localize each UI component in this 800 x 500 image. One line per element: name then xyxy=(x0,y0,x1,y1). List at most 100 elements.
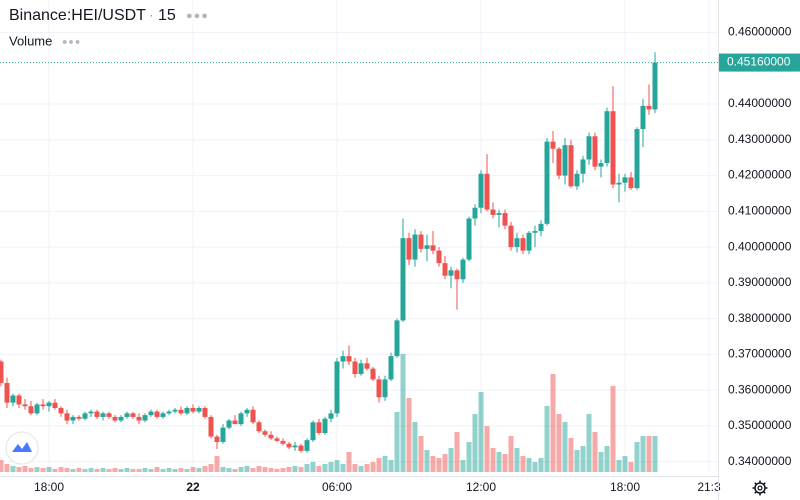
volume-bar xyxy=(586,414,592,472)
settings-icon[interactable] xyxy=(752,480,768,496)
volume-bar xyxy=(136,469,142,472)
candle-body xyxy=(316,422,322,434)
volume-bar xyxy=(508,436,514,472)
grid xyxy=(0,0,718,472)
candle-body xyxy=(226,420,232,428)
header: Binance:HEI/USDT · 15 ●●● Volume ●●● xyxy=(9,7,209,49)
volume-bar xyxy=(496,452,502,472)
volume-bar xyxy=(274,469,280,472)
candle-body xyxy=(130,413,136,417)
candle-body xyxy=(154,411,160,417)
volume-bar xyxy=(262,467,268,472)
volume-bar xyxy=(514,448,520,472)
y-tick-label: 0.39000000 xyxy=(728,275,792,289)
candle-body xyxy=(10,395,16,403)
candle-body xyxy=(400,238,406,321)
volume-bar xyxy=(580,446,586,472)
candle-body xyxy=(538,223,544,231)
candle-body xyxy=(508,225,514,248)
volume-bar xyxy=(220,467,226,472)
volume-bar xyxy=(238,467,244,472)
x-tick-label: 18:00 xyxy=(34,480,64,494)
candle-body xyxy=(580,159,586,174)
candle-body xyxy=(586,136,592,160)
last-price-label: 0.45160000 xyxy=(727,55,791,69)
volume-bar xyxy=(592,432,598,472)
candle-body xyxy=(280,440,286,444)
candle-body xyxy=(610,111,616,185)
candle-body xyxy=(568,145,574,187)
candle-body xyxy=(574,173,580,187)
volume-bar xyxy=(334,460,340,472)
candle-body xyxy=(382,379,388,398)
candle-body xyxy=(622,177,628,183)
y-tick-label: 0.44000000 xyxy=(728,96,792,110)
candle-body xyxy=(40,404,46,407)
volume-bar xyxy=(442,454,448,472)
candle-body xyxy=(448,270,454,276)
candle-body xyxy=(118,416,124,421)
candle-body xyxy=(496,213,502,215)
volume-bar xyxy=(424,450,430,472)
volume-bar xyxy=(76,468,82,472)
candle-body xyxy=(520,238,526,251)
volume-bar xyxy=(298,467,304,472)
candle-body xyxy=(208,416,214,437)
candle-body xyxy=(370,368,376,380)
volume-bar xyxy=(328,462,334,472)
x-tick-label: 21:3 xyxy=(697,480,721,494)
tradingview-logo[interactable] xyxy=(5,431,39,465)
volume-bar xyxy=(196,468,202,472)
candle-body xyxy=(472,207,478,219)
candle-body xyxy=(346,356,352,362)
volume-bar xyxy=(100,468,106,472)
candle-body xyxy=(4,382,10,403)
volume-bar xyxy=(166,468,172,472)
candle-body xyxy=(394,320,400,357)
candle-body xyxy=(196,407,202,412)
candle-body xyxy=(178,409,184,414)
candle-body xyxy=(532,230,538,233)
volume-bar xyxy=(160,469,166,472)
plot-area xyxy=(0,52,718,472)
candle-body xyxy=(556,148,562,176)
volume-bar xyxy=(532,462,538,472)
candle-body xyxy=(136,416,142,421)
volume-bar xyxy=(466,442,472,472)
volume-bar xyxy=(184,469,190,472)
candle-body xyxy=(250,409,256,423)
volume-bar xyxy=(322,464,328,472)
volume-bar xyxy=(544,406,550,472)
volume-bar xyxy=(490,448,496,472)
candle-body xyxy=(184,407,190,414)
volume-bar xyxy=(340,464,346,472)
y-tick-label: 0.34000000 xyxy=(728,454,792,468)
x-tick-label: 12:00 xyxy=(466,480,496,494)
volume-bar xyxy=(406,398,412,472)
volume-menu[interactable]: ●●● xyxy=(62,36,81,46)
more-menu[interactable]: ●●● xyxy=(186,10,209,22)
candle-body xyxy=(460,259,466,280)
volume-bar xyxy=(316,466,322,472)
candle-body xyxy=(544,141,550,224)
volume-bar xyxy=(640,436,646,472)
candle-body xyxy=(646,105,652,110)
volume-bar xyxy=(400,354,406,472)
volume-bar xyxy=(310,462,316,472)
axes: 0.46000000 0.44000000 0.43000000 0.42000000… xyxy=(34,25,800,494)
candle-body xyxy=(58,407,64,414)
volume-bar xyxy=(52,469,58,472)
volume-bar xyxy=(448,448,454,472)
volume-bar xyxy=(232,469,238,472)
candle-body xyxy=(256,422,262,432)
candle-body xyxy=(592,136,598,167)
candle-body xyxy=(76,416,82,419)
volume-bar xyxy=(562,422,568,472)
volume-bar xyxy=(112,468,118,472)
candle-body xyxy=(502,213,508,226)
volume-bar xyxy=(10,466,16,472)
y-tick-label: 0.35000000 xyxy=(728,418,792,432)
separator-dot: · xyxy=(149,7,154,23)
